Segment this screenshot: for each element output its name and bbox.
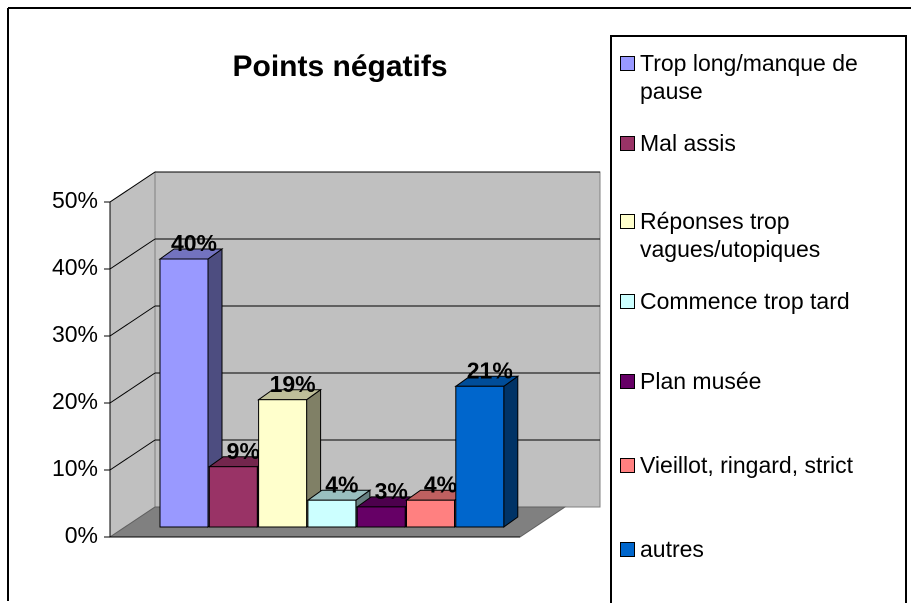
- legend-swatch: [620, 294, 635, 309]
- y-tick-label: 0%: [65, 522, 98, 548]
- legend-item: Plan musée: [620, 367, 900, 395]
- legend-label: Vieillot, ringard, strict: [640, 452, 854, 478]
- legend-swatch: [620, 458, 635, 473]
- side-wall: [109, 171, 156, 538]
- legend-item: Vieillot, ringard, strict: [620, 451, 900, 479]
- legend-label: Plan musée: [640, 368, 762, 394]
- grid-line: [109, 305, 156, 337]
- grid-line: [109, 238, 156, 270]
- bar-side: [503, 375, 519, 528]
- legend-swatch: [620, 214, 635, 229]
- legend-swatch: [620, 374, 635, 389]
- bar: [406, 499, 455, 528]
- data-label: 3%: [375, 478, 408, 504]
- bar: [258, 399, 308, 528]
- y-tick-label: 20%: [52, 388, 98, 414]
- legend-label: Commence trop tard: [640, 288, 850, 314]
- bar: [159, 258, 209, 528]
- data-label: 40%: [171, 230, 217, 256]
- grid-line: [109, 439, 156, 471]
- legend-item: Commence trop tard: [620, 287, 900, 315]
- legend-item: autres: [620, 535, 900, 563]
- y-tick-label: 50%: [52, 187, 98, 213]
- data-label: 4%: [325, 471, 358, 497]
- legend-label: Mal assis: [640, 130, 736, 156]
- legend-label: autres: [640, 536, 704, 562]
- y-tick-label: 40%: [52, 254, 98, 280]
- y-tick-label: 30%: [52, 321, 98, 347]
- grid-line: [109, 171, 156, 203]
- legend-label: Réponses trop vagues/utopiques: [640, 208, 821, 262]
- bar: [307, 499, 357, 528]
- legend-item: Réponses trop vagues/utopiques: [620, 207, 900, 263]
- grid-line: [109, 372, 156, 404]
- y-tick-label: 10%: [52, 455, 98, 481]
- legend-swatch: [620, 136, 635, 151]
- data-label: 4%: [424, 471, 457, 497]
- data-label: 19%: [270, 371, 316, 397]
- legend-label: Trop long/manque de pause: [640, 50, 858, 104]
- chart-title: Points négatifs: [232, 50, 447, 83]
- data-label: 21%: [467, 357, 513, 383]
- data-label: 9%: [227, 438, 260, 464]
- legend-item: Trop long/manque de pause: [620, 49, 900, 105]
- legend: Trop long/manque de pause Mal assis Répons…: [610, 35, 907, 603]
- legend-swatch: [620, 542, 635, 557]
- legend-swatch: [620, 56, 635, 71]
- bar: [455, 385, 505, 528]
- bar: [208, 466, 258, 528]
- bar: [356, 506, 406, 528]
- legend-item: Mal assis: [620, 129, 900, 157]
